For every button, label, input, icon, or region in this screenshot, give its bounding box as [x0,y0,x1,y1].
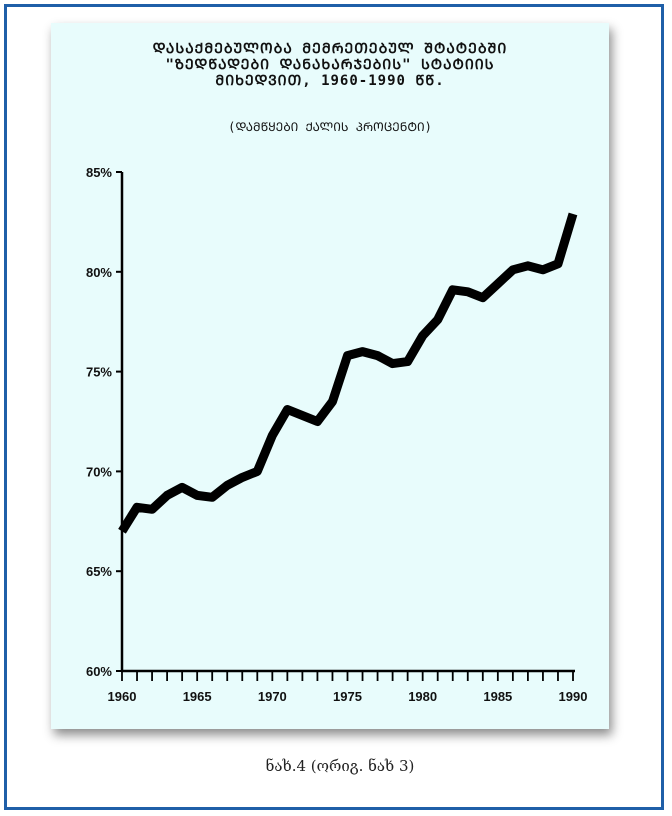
figure-caption: ნახ.4 (ორიგ. ნახ 3) [265,757,415,775]
y-tick-label: 65% [86,564,112,579]
y-tick-label: 60% [86,664,112,679]
x-tick-label: 1970 [258,689,287,704]
chart-panel: ᲓᲐᲡᲐᲥᲛᲔᲑᲣᲚᲝᲑᲐ ᲛᲔᲛᲠᲔᲗᲔᲑᲣᲚ ᲨᲢᲐᲢᲔᲑᲨᲘ "ᲖᲔᲓᲬᲐ… [51,23,609,729]
title-line-1: ᲓᲐᲡᲐᲥᲛᲔᲑᲣᲚᲝᲑᲐ ᲛᲔᲛᲠᲔᲗᲔᲑᲣᲚ ᲨᲢᲐᲢᲔᲑᲨᲘ [152,41,508,57]
y-tick-label: 85% [86,165,112,180]
y-tick-label: 75% [86,365,112,380]
series-line [118,212,578,534]
x-tick-label: 1990 [559,689,588,704]
chart-title: ᲓᲐᲡᲐᲥᲛᲔᲑᲣᲚᲝᲑᲐ ᲛᲔᲛᲠᲔᲗᲔᲑᲣᲚ ᲨᲢᲐᲢᲔᲑᲨᲘ "ᲖᲔᲓᲬᲐ… [61,41,599,89]
title-line-2: "ᲖᲔᲓᲬᲐᲓᲔᲑᲘ ᲓᲐᲜᲐᲮᲐᲠᲯᲔᲑᲘᲡ" ᲡᲢᲐᲢᲘᲘᲡ [165,57,495,73]
y-tick-label: 80% [86,265,112,280]
y-tick-label: 70% [86,464,112,479]
figure-frame: ᲓᲐᲡᲐᲥᲛᲔᲑᲣᲚᲝᲑᲐ ᲛᲔᲛᲠᲔᲗᲔᲑᲣᲚ ᲨᲢᲐᲢᲔᲑᲨᲘ "ᲖᲔᲓᲬᲐ… [4,4,664,810]
x-tick-label: 1960 [108,689,137,704]
x-tick-label: 1965 [183,689,212,704]
x-tick-label: 1975 [333,689,362,704]
x-tick-label: 1985 [483,689,512,704]
x-tick-label: 1980 [408,689,437,704]
title-line-3: ᲛᲘᲮᲔᲓᲕᲘᲗ, 1960-1990 ᲬᲬ. [215,73,445,89]
chart-subtitle: (ᲓᲐᲛᲬᲧᲔᲑᲘ ᲥᲐᲚᲘᲡ ᲞᲠᲝᲪᲔᲜᲢᲘ) [228,120,432,134]
line-chart: 60% 65% 70% 75% 80% 85% 1960 1965 1970 1975 1980 19… [86,165,588,704]
